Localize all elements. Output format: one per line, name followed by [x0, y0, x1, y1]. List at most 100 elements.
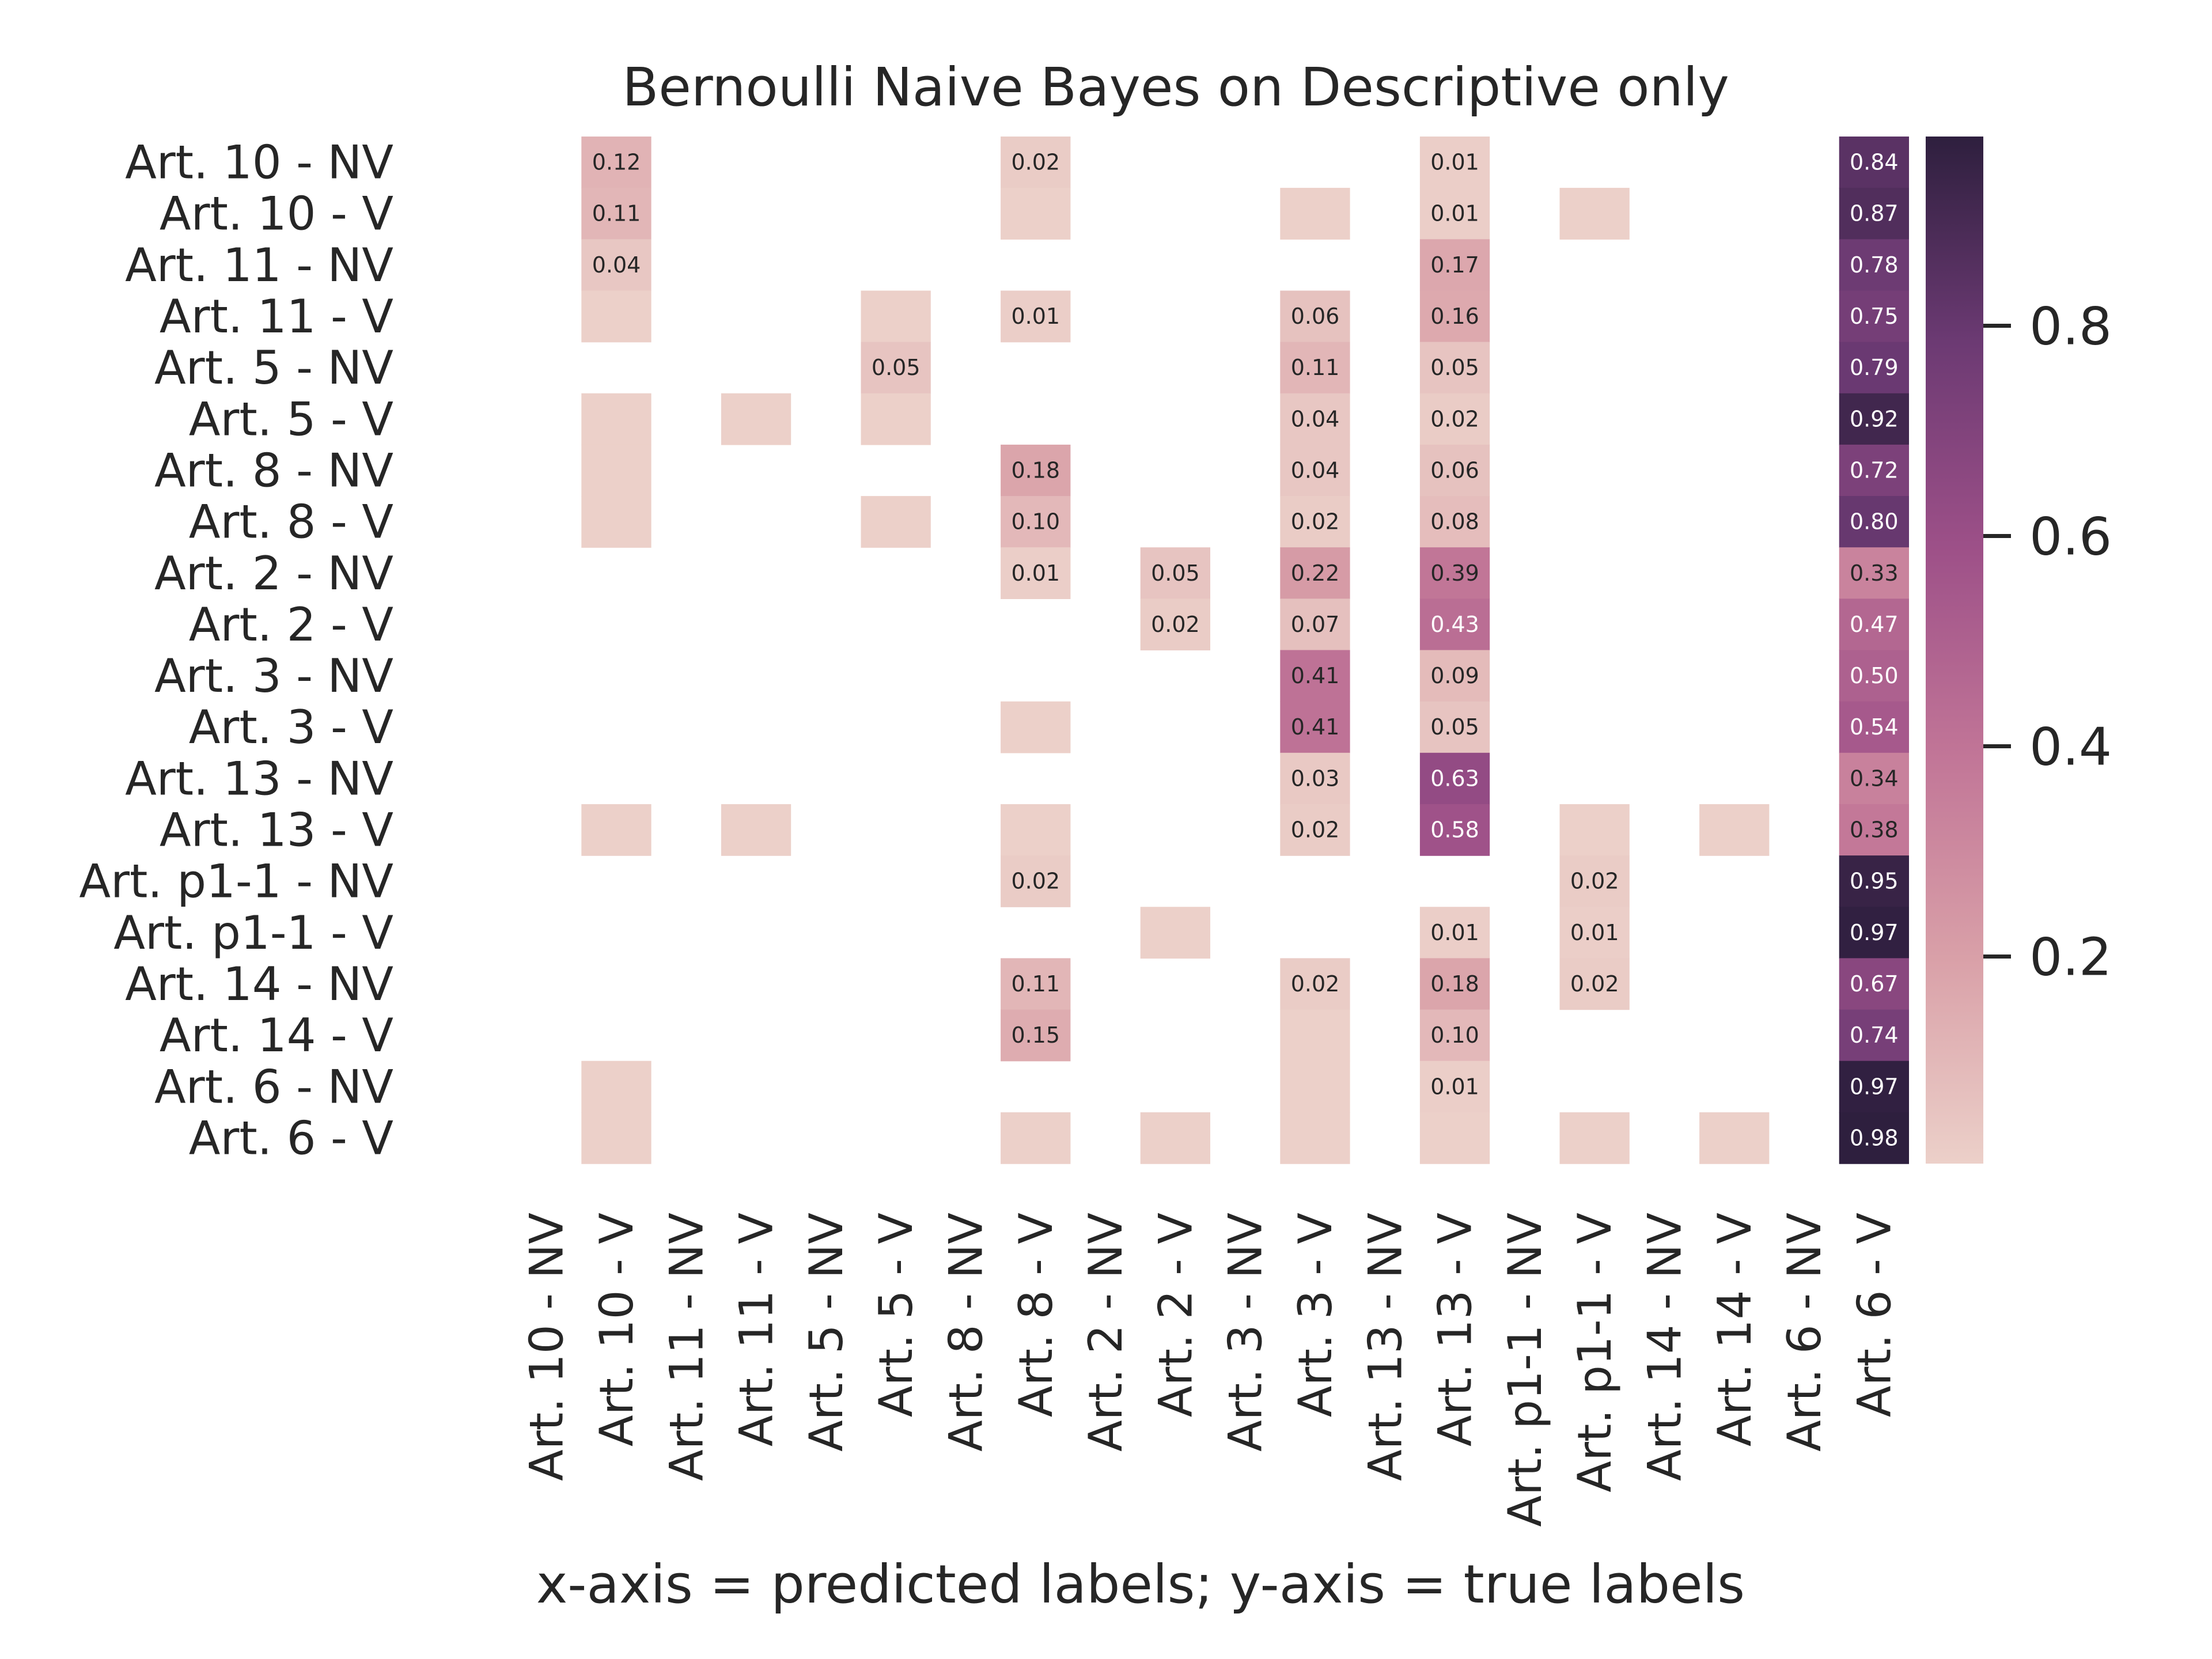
- cell-value-label: 0.22: [1291, 560, 1340, 586]
- y-tick-label: Art. 5 - V: [189, 392, 393, 446]
- cell-value-label: 0.92: [1850, 406, 1899, 431]
- heatmap-cell: [1280, 1009, 1350, 1062]
- cell-value-label: 0.54: [1850, 714, 1899, 740]
- cell-value-label: 0.01: [1430, 1074, 1479, 1099]
- x-tick-label: Art. 8 - V: [1009, 1213, 1063, 1417]
- cell-value-label: 0.38: [1850, 817, 1899, 843]
- heatmap-cell: [1280, 444, 1350, 497]
- heatmap-cell: [1280, 804, 1350, 856]
- cell-value-label: 0.78: [1850, 252, 1899, 278]
- heatmap-cell: [581, 444, 652, 497]
- cell-value-label: 0.06: [1291, 304, 1340, 329]
- heatmap-cell: [1559, 1112, 1630, 1164]
- heatmap-cell: [1280, 958, 1350, 1010]
- cell-value-label: 0.15: [1011, 1022, 1060, 1048]
- cell-value-label: 0.97: [1850, 1074, 1899, 1099]
- cell-value-label: 0.02: [1011, 150, 1060, 175]
- cell-value-label: 0.02: [1570, 971, 1619, 997]
- cell-value-label: 0.07: [1291, 612, 1340, 637]
- heatmap-cell: [1280, 393, 1350, 445]
- heatmap-cell: [1839, 855, 1909, 907]
- heatmap-cell: [1001, 1112, 1071, 1164]
- cell-value-label: 0.02: [1570, 869, 1619, 894]
- x-tick-label: Art. 14 - NV: [1638, 1213, 1692, 1481]
- cell-value-label: 0.17: [1430, 252, 1479, 278]
- cell-value-labels: 0.12 0.02 0.01 0.84 0.11 0.01 0.87 0.04 0.17 0.78…: [592, 150, 1899, 1151]
- y-tick-label: Art. 11 - NV: [125, 238, 393, 292]
- heatmap-cell: [1280, 342, 1350, 394]
- heatmap-cell: [1419, 496, 1490, 548]
- heatmap-cell: [1419, 907, 1490, 959]
- x-tick-label: Art. 6 - NV: [1778, 1213, 1831, 1452]
- heatmap-cell: [1140, 1112, 1210, 1164]
- cell-value-label: 0.18: [1430, 971, 1479, 997]
- heatmap-cell: [1001, 547, 1071, 599]
- y-tick-label: Art. p1-1 - NV: [79, 855, 393, 908]
- cell-value-label: 0.04: [592, 252, 641, 278]
- heatmap-cell: [1280, 1060, 1350, 1113]
- cell-value-label: 0.02: [1430, 406, 1479, 431]
- cell-value-label: 0.02: [1291, 971, 1340, 997]
- x-tick-label: Art. 8 - NV: [940, 1213, 993, 1452]
- heatmap-cell: [1559, 958, 1630, 1010]
- heatmap-cell: [1839, 239, 1909, 291]
- heatmap-cell: [1001, 290, 1071, 343]
- cell-value-label: 0.02: [1291, 509, 1340, 535]
- cell-value-label: 0.74: [1850, 1022, 1899, 1048]
- cell-value-label: 0.43: [1430, 612, 1479, 637]
- heatmap-cell: [581, 188, 652, 240]
- x-tick-label: Art. 3 - V: [1289, 1213, 1342, 1417]
- colorbar-gradient: [1926, 137, 1983, 1164]
- x-tick-label: Art. 6 - V: [1847, 1213, 1901, 1417]
- colorbar: 0.2 0.4 0.6 0.8: [1926, 137, 2112, 1164]
- cell-value-label: 0.01: [1570, 920, 1619, 945]
- cell-value-label: 0.18: [1011, 458, 1060, 483]
- heatmap-cell: [1419, 547, 1490, 599]
- x-tick-label: Art. 13 - V: [1429, 1213, 1482, 1446]
- y-tick-label: Art. 11 - V: [160, 290, 393, 343]
- y-tick-label: Art. p1-1 - V: [113, 906, 393, 960]
- heatmap-cell: [1419, 958, 1490, 1010]
- heatmap-cell: [581, 239, 652, 291]
- heatmap-cell: [1280, 290, 1350, 343]
- heatmap-cell: [1419, 342, 1490, 394]
- heatmap-cell: [1839, 496, 1909, 548]
- y-tick-label: Art. 3 - NV: [154, 649, 393, 703]
- heatmap-cell: [1839, 650, 1909, 702]
- cell-value-label: 0.47: [1850, 612, 1899, 637]
- cell-value-label: 0.16: [1430, 304, 1479, 329]
- cell-value-label: 0.05: [872, 355, 921, 380]
- y-tick-label: Art. 13 - NV: [125, 752, 393, 805]
- cell-value-label: 0.01: [1430, 201, 1479, 226]
- cell-value-label: 0.01: [1011, 560, 1060, 586]
- heatmap-cell: [1280, 496, 1350, 548]
- colorbar-ticks: 0.2 0.4 0.6 0.8: [1983, 297, 2112, 988]
- cell-value-label: 0.04: [1291, 406, 1340, 431]
- heatmap-cell: [861, 496, 931, 548]
- x-tick-label: Art. 3 - NV: [1219, 1213, 1272, 1452]
- heatmap-cell: [721, 804, 791, 856]
- heatmap-cell: [1140, 547, 1210, 599]
- cell-value-label: 0.12: [592, 150, 641, 175]
- heatmap-cell: [1839, 1112, 1909, 1164]
- heatmap-cell: [581, 804, 652, 856]
- heatmap-cell: [581, 137, 652, 188]
- heatmap-cell: [1839, 1009, 1909, 1062]
- heatmap-cell: [1419, 1009, 1490, 1062]
- y-tick-label: Art. 10 - NV: [125, 136, 393, 190]
- heatmap-cell: [581, 1060, 652, 1113]
- heatmap-cell: [1419, 393, 1490, 445]
- heatmap-cell: [1699, 804, 1770, 856]
- x-tick-label: Art. 5 - NV: [800, 1213, 853, 1452]
- cell-value-label: 0.87: [1850, 201, 1899, 226]
- heatmap-cell: [1839, 188, 1909, 240]
- cell-value-label: 0.95: [1850, 869, 1899, 894]
- y-tick-label: Art. 8 - NV: [154, 444, 393, 498]
- cell-value-label: 0.09: [1430, 663, 1479, 688]
- heatmap-cell: [1001, 188, 1071, 240]
- heatmap-cell: [861, 342, 931, 394]
- x-tick-label: Art. 2 - V: [1149, 1213, 1202, 1417]
- heatmap-cell: [1419, 444, 1490, 497]
- heatmap-cell: [1419, 650, 1490, 702]
